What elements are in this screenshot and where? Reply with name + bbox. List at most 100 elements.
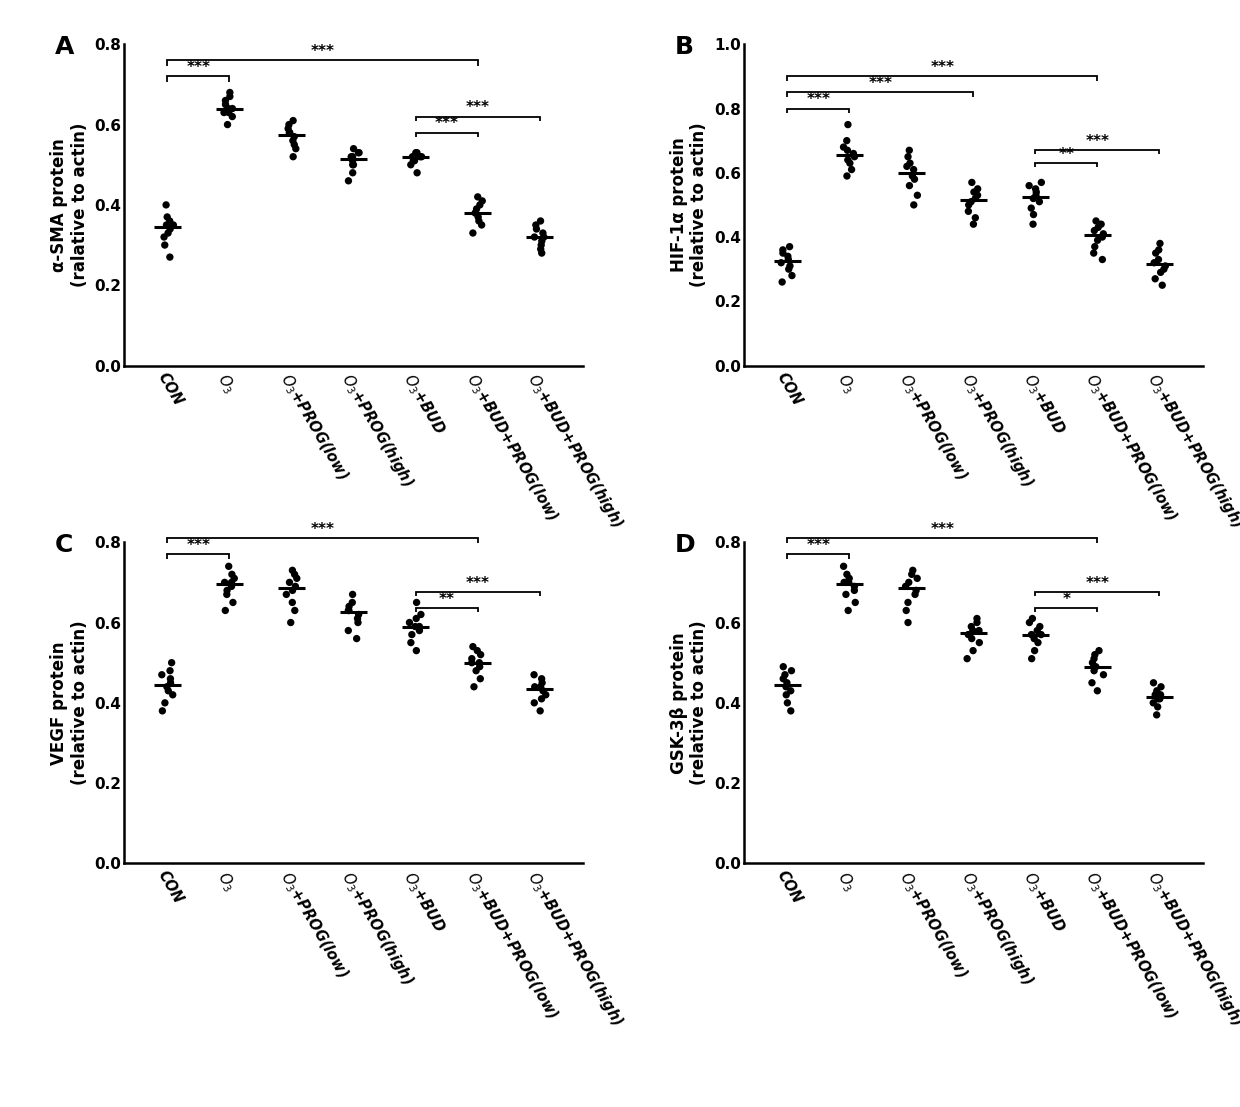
Point [278,120,298,137]
Point [779,260,799,278]
Point [970,622,990,640]
Point [343,156,363,174]
Point [412,148,432,166]
Point [160,220,180,238]
Point [898,593,918,611]
Point [782,267,802,284]
Point [904,196,924,214]
Point [470,654,490,672]
Point [407,642,427,660]
Point [899,573,919,591]
Point [1086,213,1106,230]
Point [967,186,987,204]
Point [527,220,547,238]
Point [966,189,986,207]
Text: ***: *** [186,538,211,552]
Point [531,240,551,258]
Point [1148,250,1168,268]
Point [407,610,427,628]
Point [216,92,236,110]
Y-axis label: HIF-1α protein
(relative to actin): HIF-1α protein (relative to actin) [670,123,708,287]
Point [775,666,795,684]
Point [1032,625,1052,643]
Point [1024,630,1044,648]
Point [1019,613,1039,631]
Point [899,177,919,195]
Point [343,139,363,157]
Point [218,100,238,117]
Point [215,573,234,591]
Text: ***: *** [434,116,459,131]
Point [219,84,239,102]
Point [837,142,857,159]
Point [774,670,794,687]
Point [1154,260,1174,278]
Point [962,174,982,192]
Text: D: D [675,532,696,557]
Point [470,670,490,687]
Point [286,139,306,157]
Point [963,622,983,640]
Text: ***: *** [1085,576,1110,591]
Point [1030,618,1050,635]
Point [407,593,427,611]
Point [156,216,176,234]
Point [773,245,792,262]
Point [280,124,300,142]
Point [1023,189,1043,207]
Point [285,566,305,583]
Point [342,148,362,166]
Point [286,569,306,587]
Point [466,200,486,218]
Point [463,224,482,241]
Point [961,618,981,635]
Point [160,670,180,687]
Point [1022,650,1042,668]
Point [154,228,174,246]
Point [283,581,303,599]
Point [401,633,420,651]
Point [280,613,300,631]
Point [1151,263,1171,281]
Point [532,245,552,262]
Point [525,694,544,712]
Point [464,677,484,695]
Point [403,148,423,166]
Point [341,148,361,166]
Point [465,204,485,221]
Point [283,593,303,611]
Point [1143,694,1163,712]
Point [1029,193,1049,210]
Point [900,154,920,172]
Point [161,674,181,692]
Point [908,186,928,204]
Point [959,203,978,220]
Point [773,273,792,291]
Point [1147,682,1167,700]
Point [906,581,926,599]
Point [405,148,425,166]
Point [843,145,863,163]
Point [838,116,858,134]
Point [533,682,553,700]
Y-axis label: GSK-3β protein
(relative to actin): GSK-3β protein (relative to actin) [670,621,708,785]
Y-axis label: α-SMA protein
(ralative to actin): α-SMA protein (ralative to actin) [50,123,89,287]
Point [1149,235,1169,252]
Point [216,601,236,619]
Point [1151,677,1171,695]
Point [531,236,551,254]
Point [963,183,983,200]
Point [773,241,792,259]
Point [222,578,242,596]
Point [846,593,866,611]
Point [160,248,180,266]
Point [404,152,424,169]
Point [774,658,794,675]
Point [1022,625,1042,643]
Point [1156,257,1176,275]
Point [342,152,362,169]
Point [963,642,983,660]
Point [837,167,857,185]
Point [1143,674,1163,692]
Point [1146,245,1166,262]
